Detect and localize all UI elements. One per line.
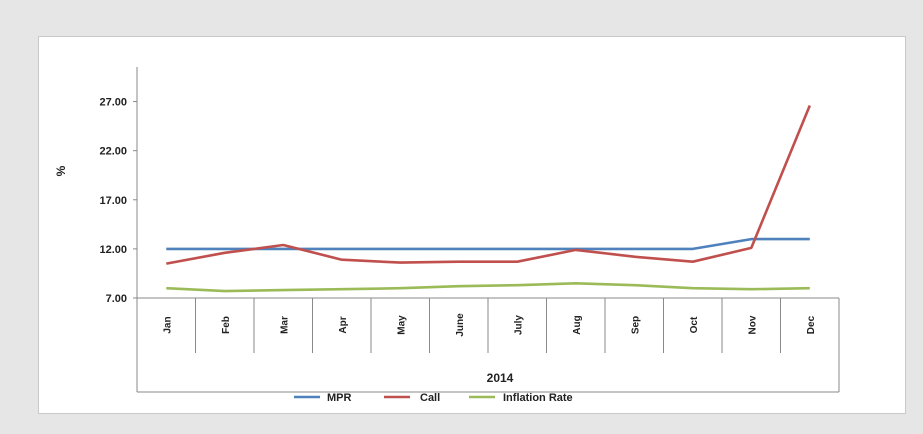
x-tick-label: July — [513, 315, 524, 335]
chart-frame: 7.00 12.00 17.00 22.00 27.00 Jan Feb Mar Apr May… — [38, 36, 906, 414]
series-line — [166, 105, 812, 265]
legend-label: Call — [420, 392, 440, 404]
x-tick-label: Oct — [689, 316, 700, 333]
y-tick-label: 22.00 — [99, 146, 127, 158]
line-chart: 7.00 12.00 17.00 22.00 27.00 Jan Feb Mar Apr May… — [54, 67, 840, 404]
x-tick-label: Mar — [279, 316, 290, 334]
x-tick-label: Sep — [630, 316, 641, 334]
y-axis-label: % — [54, 165, 68, 176]
x-tick-label: Jan — [162, 316, 173, 333]
x-axis-group-label: 2014 — [487, 371, 514, 385]
x-tick-label: Feb — [221, 316, 232, 334]
x-tick-label: Aug — [572, 315, 583, 334]
x-tick-label: Dec — [806, 315, 817, 334]
legend: MPR Call Inflation Rate — [294, 392, 573, 404]
x-tick-label: May — [396, 315, 407, 335]
y-tick-label: 7.00 — [106, 293, 127, 305]
y-tick-label: 17.00 — [99, 195, 127, 207]
legend-label: MPR — [327, 392, 352, 404]
series-line — [166, 282, 810, 293]
x-category-labels: Jan Feb Mar Apr May June July Aug Sep Oct Nov Dec — [162, 313, 817, 337]
x-tick-label: Apr — [338, 316, 349, 333]
series-line — [166, 237, 810, 251]
y-tick-labels: 7.00 12.00 17.00 22.00 27.00 — [99, 97, 137, 305]
series-lines — [166, 105, 812, 293]
y-tick-label: 27.00 — [99, 97, 127, 109]
x-tick-label: June — [455, 313, 466, 337]
y-tick-label: 12.00 — [99, 244, 127, 256]
legend-label: Inflation Rate — [503, 392, 573, 404]
chart-axes — [136, 67, 840, 393]
x-tick-label: Nov — [747, 315, 758, 334]
